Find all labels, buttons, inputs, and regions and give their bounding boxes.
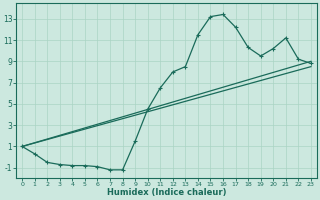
X-axis label: Humidex (Indice chaleur): Humidex (Indice chaleur) xyxy=(107,188,226,197)
